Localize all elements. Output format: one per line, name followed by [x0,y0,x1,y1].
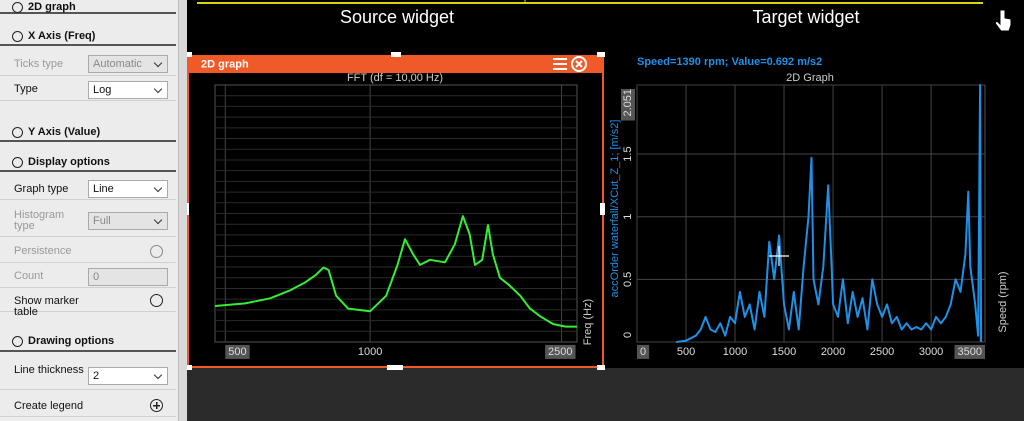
section-title: Drawing options [28,335,115,347]
dropdown[interactable]: 2 [88,367,168,385]
x-tick-label: 2000 [821,346,845,358]
field-label: Histogram type [14,209,65,232]
target-label: Target widget [752,7,859,27]
toggle-radio [150,244,163,258]
panel-row[interactable]: 2D graph [0,0,176,14]
source-label: Source widget [340,7,454,27]
x-tick-label: 3500 [958,346,982,358]
widget-title: 2D graph [201,58,249,70]
x-axis-label: Freq (Hz) [582,299,594,345]
chart-status: Speed=1390 rpm; Value=0.692 m/s2 [637,56,822,68]
field-label: Count [14,270,44,282]
y-tick-label: 1.5 [622,146,634,161]
field-label: Ticks type [14,57,64,70]
add-button[interactable] [150,399,163,412]
panel-row: Histogram type Full [0,205,176,237]
panel-row[interactable]: X Axis (Freq) [0,27,176,46]
panel-splitter [179,0,187,421]
y-tick-box [621,89,635,121]
crosshair [769,246,789,266]
section-title: Y Axis (Value) [28,126,101,138]
x-tick-label: 3000 [919,346,943,358]
panel-row: Show marker table [0,290,176,317]
y-tick-label: 0.5 [622,272,634,287]
field-label: Persistence [14,245,72,257]
section-title: Display options [28,156,110,168]
dropdown: Full [88,212,168,230]
x-tick-label: 1000 [358,346,382,358]
panel-row[interactable]: Y Axis (Value) [0,122,176,142]
section-title: X Axis (Freq) [28,30,96,42]
dashboard: Source widget Target widget 2D graph FFT… [187,0,1024,370]
panel-row: Create legend [0,395,176,417]
field-label: Line thickness [14,364,84,376]
menu-icon[interactable] [553,58,567,70]
data-line [214,215,577,328]
plot-area [636,84,986,343]
x-tick-label: 0 [640,346,646,358]
panel-row: Count 0 [0,265,176,288]
section-title: 2D graph [28,1,76,13]
panel-row: Type Log [0,78,176,101]
panel-row: Graph type Line [0,178,176,200]
panel-row[interactable]: Display options [0,152,176,172]
x-tick-box [954,344,985,359]
x-tick-box [637,344,650,359]
field-label: Show marker table [14,294,79,318]
y-tick-label: 2.051 [622,89,634,117]
dropdown[interactable]: Log [88,80,168,99]
resize-handles[interactable] [187,52,605,370]
y-tick-label: 0 [622,332,634,338]
x-tick-box [545,344,576,359]
panel-row[interactable]: Drawing options [0,331,176,352]
panel-row: Line thickness 2 [0,362,176,390]
cursor-hand [994,9,1012,32]
x-tick-label: 2500 [870,346,894,358]
chart-title: FFT (df = 10,00 Hz) [347,72,443,84]
section-toggle-icon [12,31,23,42]
section-toggle-icon [12,126,23,138]
dropdown[interactable]: Line [88,180,168,198]
panel-row: Ticks type Automatic [0,52,176,76]
x-tick-label: 1000 [723,346,747,358]
x-tick-label: 500 [228,346,246,358]
dropdown: Automatic [88,55,168,73]
toggle-radio[interactable] [150,294,163,307]
panel-row: Persistence [0,240,176,263]
chart-title: 2D Graph [786,72,834,84]
properties-panel: 2D graph X Axis (Freq) Ticks type Automatic… [0,0,179,421]
field-label: Graph type [14,182,69,195]
x-tick-label: 500 [677,346,695,358]
section-toggle-icon [12,1,23,13]
field-label: Create legend [14,399,84,412]
x-tick-label: 1500 [772,346,796,358]
y-tick-label: 1 [622,214,634,220]
data-line [676,84,983,343]
y-axis-label: accOrder waterfall/XCut_Z_1; [m/s2] [609,120,621,298]
section-toggle-icon [12,156,23,168]
close-icon[interactable] [571,56,587,72]
x-tick-box [225,344,250,359]
x-tick-label: 2500 [548,346,572,358]
text-input: 0 [88,267,168,286]
right-axis-label: Speed (rpm) [997,271,1009,332]
section-toggle-icon [12,336,23,347]
field-label: Type [14,83,38,95]
widget-titlebar [188,56,603,73]
